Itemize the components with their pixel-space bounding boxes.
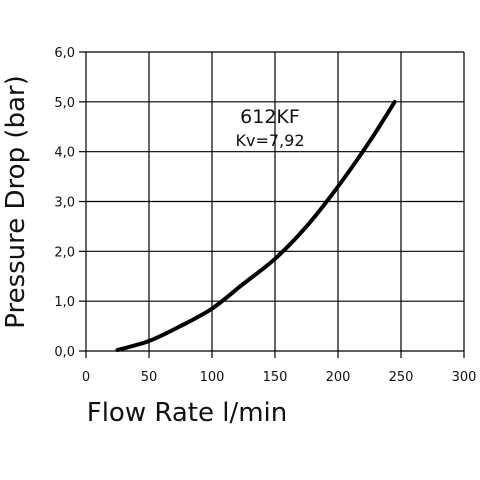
y-axis-ticks: 0,0 1,0 2,0 3,0 4,0 5,0 6,0 bbox=[54, 46, 86, 360]
series-group bbox=[115, 99, 397, 353]
x-tick-label-6: 300 bbox=[452, 370, 477, 385]
x-axis-label: Flow Rate l/min bbox=[87, 398, 288, 428]
x-tick-label-2: 100 bbox=[200, 370, 225, 385]
x-tick-label-0: 0 bbox=[82, 370, 90, 385]
annotation-title: 612KF bbox=[240, 106, 300, 128]
x-tick-label-1: 50 bbox=[141, 370, 158, 385]
annotation-subtitle: Kv=7,92 bbox=[236, 131, 305, 150]
y-tick-label-0: 0,0 bbox=[54, 345, 75, 360]
y-tick-label-6: 6,0 bbox=[54, 46, 75, 61]
y-tick-label-2: 2,0 bbox=[54, 245, 75, 260]
y-tick-label-3: 3,0 bbox=[54, 196, 75, 211]
y-tick-label-4: 4,0 bbox=[54, 146, 75, 161]
x-tick-label-4: 200 bbox=[326, 370, 351, 385]
series-line-0 bbox=[115, 99, 397, 353]
x-tick-label-3: 150 bbox=[263, 370, 288, 385]
y-tick-label-5: 5,0 bbox=[54, 96, 75, 111]
grid bbox=[85, 51, 465, 352]
y-tick-label-1: 1,0 bbox=[54, 295, 75, 310]
y-axis-label: Pressure Drop (bar) bbox=[1, 75, 31, 329]
x-axis-ticks: 0 50 100 150 200 250 300 bbox=[82, 351, 477, 385]
x-tick-label-5: 250 bbox=[389, 370, 414, 385]
